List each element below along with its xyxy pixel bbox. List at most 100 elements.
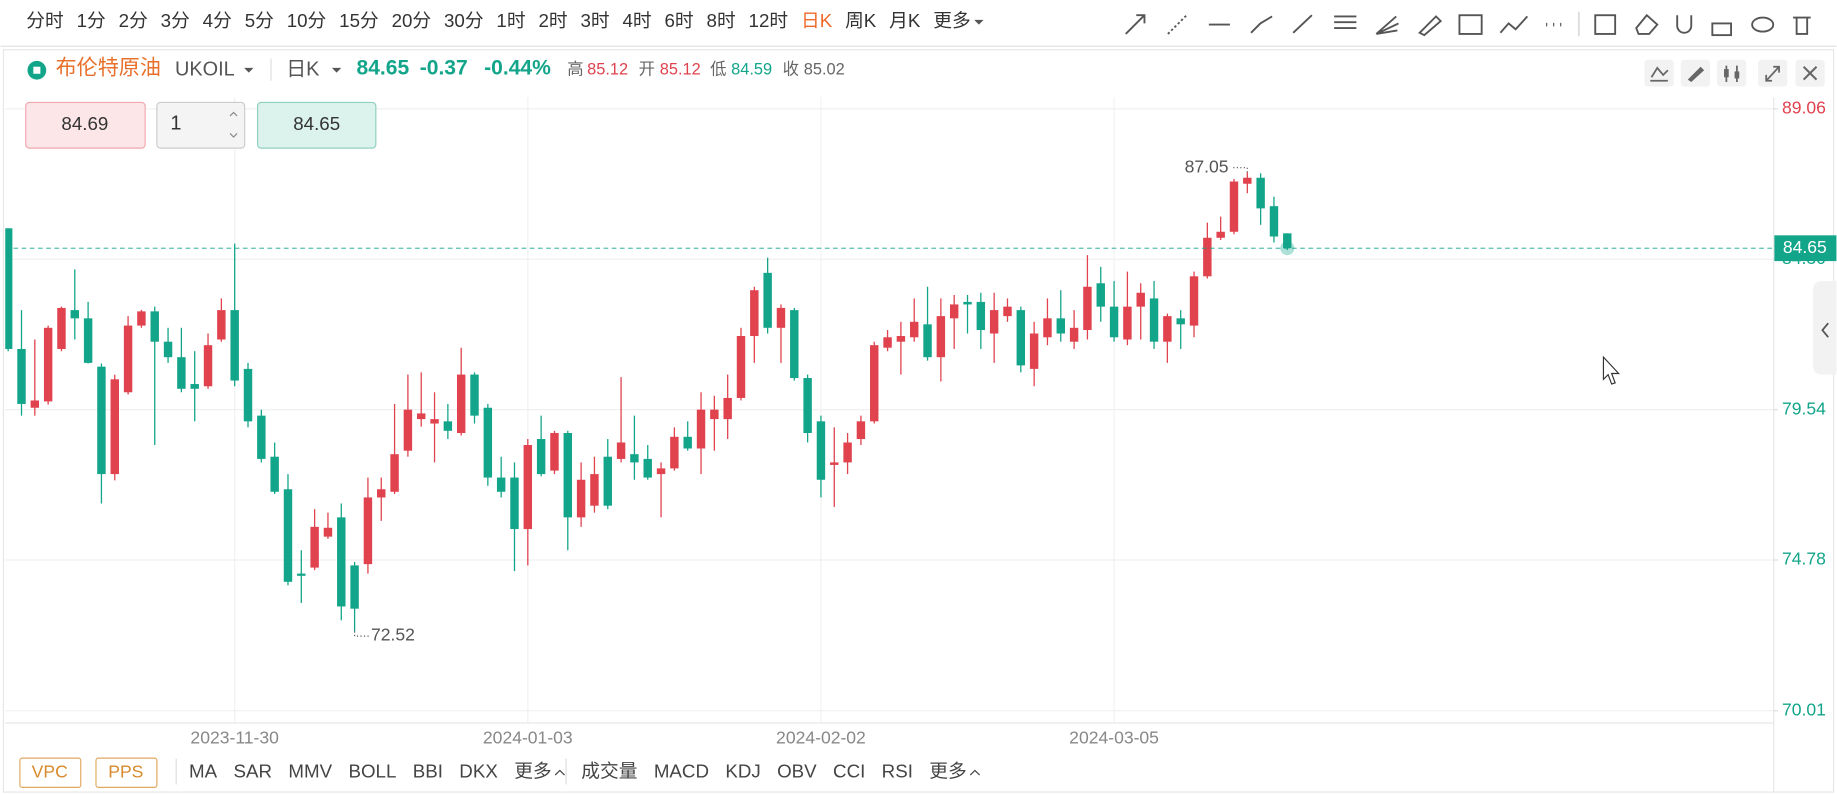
qty-value[interactable]: 1 (170, 112, 181, 134)
chart-frame (2, 49, 1835, 793)
candle-body (310, 526, 319, 568)
interval-tab[interactable]: 1时 (496, 10, 525, 31)
candle-body (856, 421, 866, 440)
candle-body (1256, 177, 1265, 209)
interval-tab[interactable]: 8时 (707, 10, 736, 31)
fib-tool[interactable] (1334, 15, 1357, 30)
ray-tool[interactable] (1167, 13, 1189, 35)
buy-button[interactable] (256, 101, 377, 149)
interval-tab[interactable]: 5分 (245, 10, 274, 31)
indicator-tag[interactable] (19, 757, 82, 788)
icon (1687, 66, 1705, 82)
arrow-tool[interactable] (1125, 14, 1146, 35)
sell-button[interactable] (25, 101, 146, 149)
buy-price[interactable]: 84.65 (293, 113, 340, 134)
trend-tool[interactable] (1499, 15, 1529, 34)
indicator-tab[interactable]: OBV (777, 761, 817, 782)
caret (554, 769, 565, 776)
interval-tab[interactable]: 2分 (119, 10, 148, 31)
last-price-label: 84.65 (1783, 237, 1827, 257)
candle-body (17, 348, 26, 404)
close-label: 收 (783, 61, 799, 79)
extend-tool[interactable] (1292, 14, 1313, 34)
candle-body (1043, 318, 1052, 338)
candle-body (1016, 310, 1026, 366)
candle-body (337, 517, 346, 607)
indicator-tab[interactable]: 更多 (514, 761, 551, 782)
indicator-tab[interactable]: BOLL (348, 761, 396, 782)
candle-body (177, 357, 186, 389)
interval-tab[interactable]: 日K (801, 10, 833, 31)
indicator-tab[interactable]: 成交量 (581, 761, 637, 782)
interval-tab[interactable]: 15分 (339, 10, 379, 31)
interval-tab[interactable]: 4分 (203, 10, 232, 31)
interval-tab[interactable]: 10分 (287, 10, 327, 31)
indicator-tag[interactable] (95, 757, 158, 788)
indicator-tab[interactable]: DKX (459, 761, 498, 782)
interval-tab[interactable]: 6时 (665, 10, 694, 31)
indicator-tab[interactable]: CCI (833, 761, 865, 782)
indicator-tab[interactable]: SAR (234, 761, 273, 782)
interval-tab[interactable]: 1分 (77, 10, 106, 31)
sell-price[interactable]: 84.69 (61, 113, 108, 134)
delete-tool[interactable] (1793, 16, 1811, 35)
indicator-tab[interactable]: KDJ (725, 761, 760, 782)
interval-tab[interactable]: 12时 (749, 10, 789, 31)
last-price-box (1774, 235, 1837, 262)
indicator-bar: VPC PPS MA SAR MMV BOLL BBI DKX 更多 成交量 MACD KDJ OBV C… (19, 757, 981, 788)
interval-tab[interactable]: 4时 (623, 10, 652, 31)
interval-tab[interactable]: 分时 (26, 10, 63, 31)
last-price: 84.65 (356, 57, 409, 80)
interval-tab[interactable]: 3时 (580, 10, 609, 31)
interval-tab[interactable]: 周K (845, 10, 877, 31)
interval-tab[interactable]: 20分 (392, 10, 432, 31)
segment-tool[interactable] (1250, 15, 1273, 34)
indicator-tab[interactable]: RSI (882, 761, 913, 782)
candle-body (576, 479, 586, 518)
indicator-button[interactable] (1644, 59, 1674, 87)
symbol-name[interactable]: 布伦特原油 (56, 56, 161, 80)
interval-tab[interactable]: 2时 (538, 10, 567, 31)
candle-body (323, 527, 333, 537)
candle-body (563, 433, 573, 518)
indicator-tab[interactable]: MMV (288, 761, 332, 782)
qty-input[interactable] (156, 101, 246, 149)
lock-tool[interactable] (1711, 22, 1732, 37)
open-value: 85.12 (660, 61, 701, 79)
eraser-tool[interactable] (1635, 13, 1659, 35)
magnet-tool[interactable] (1676, 15, 1693, 34)
fan-tool[interactable] (1375, 15, 1399, 35)
indicator-tab[interactable]: 更多 (929, 761, 966, 782)
symbol-code[interactable]: UKOIL (175, 59, 235, 81)
interval-tab[interactable]: 更多 (933, 10, 970, 31)
interval-tab[interactable]: 30分 (444, 10, 484, 31)
edit-tool[interactable] (1594, 14, 1617, 35)
indicator-tab[interactable]: MACD (654, 761, 709, 782)
caret (244, 67, 254, 73)
candle-body (1109, 306, 1119, 338)
pen-tool[interactable] (1418, 15, 1443, 37)
candle-body (1269, 206, 1279, 237)
indicator-tag-label[interactable]: PPS (108, 761, 143, 781)
qty-spinner[interactable] (229, 111, 238, 138)
icon (1650, 66, 1669, 82)
interval-tab[interactable]: 月K (889, 10, 921, 31)
period[interactable]: 日K (286, 59, 320, 81)
candle-body (976, 301, 986, 331)
candle-body (283, 489, 293, 582)
indicator-tab[interactable]: BBI (413, 761, 443, 782)
image-tool[interactable] (1458, 14, 1483, 35)
candle-body (1003, 306, 1012, 317)
candle-body (923, 324, 932, 358)
candle-body (203, 345, 213, 387)
low-marker (354, 631, 369, 637)
indicator-tab[interactable]: MA (189, 761, 218, 782)
style-button[interactable] (1717, 59, 1747, 87)
chart-buttons (1644, 59, 1825, 87)
interval-tab[interactable]: 3分 (161, 10, 190, 31)
indicator-tag-label[interactable]: VPC (32, 761, 68, 781)
candle-body (696, 409, 706, 449)
x-tick-label: 2023-11-30 (190, 727, 279, 747)
visibility-tool[interactable] (1751, 16, 1775, 33)
